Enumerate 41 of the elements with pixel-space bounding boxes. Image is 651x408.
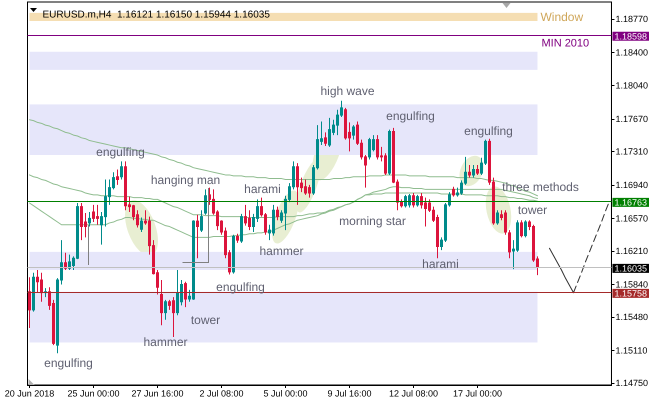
annotation: tower — [518, 203, 548, 217]
annotation: high wave — [320, 84, 375, 98]
y-tick-label: 1.15110 — [615, 346, 648, 356]
ref-line-label: 1.18598 — [614, 31, 648, 42]
annotation: tower — [190, 313, 220, 327]
ref-line-label: 1.16035 — [614, 263, 648, 274]
annotation: engulfing — [96, 145, 145, 159]
band-label: Window — [540, 10, 584, 24]
annotation: engulfing — [464, 124, 513, 138]
x-tick-label: 17 Jul 00:00 — [452, 388, 502, 398]
annotation: hammer — [259, 244, 304, 258]
x-tick-label: 9 Jul 16:00 — [327, 388, 372, 398]
y-tick-label: 1.14750 — [615, 378, 648, 388]
y-tick-label: 1.16940 — [615, 180, 648, 190]
x-tick-label: 2 Jul 08:00 — [199, 388, 244, 398]
annotation: MIN 2010 — [541, 37, 590, 50]
y-tick-label: 1.17670 — [615, 114, 648, 124]
annotation: hammer — [143, 335, 188, 349]
annotation: harami — [244, 182, 281, 196]
annotation: harami — [422, 257, 459, 271]
x-tick-label: 5 Jul 00:00 — [263, 388, 308, 398]
y-tick-label: 1.15480 — [615, 312, 648, 322]
x-tick-label: 12 Jul 08:00 — [388, 388, 438, 398]
annotation: morning star — [339, 214, 406, 228]
text: EURUSD.m,H4 1.16121 1.16150 1.15944 1.16035 — [42, 10, 270, 20]
x-tick-label: 27 Jun 16:00 — [131, 388, 184, 398]
y-tick-label: 1.18770 — [615, 14, 648, 24]
y-tick-label: 1.16570 — [615, 213, 648, 224]
x-tick-label: 25 Jun 00:00 — [67, 388, 120, 398]
y-tick-label: 1.18400 — [615, 48, 648, 58]
x-tick-label: 20 Jun 2018 — [4, 388, 54, 398]
annotation: engulfing — [216, 280, 265, 294]
annotation: engulfing — [386, 109, 435, 123]
ref-line-label: 1.16763 — [614, 197, 648, 208]
annotation: hanging man — [150, 173, 220, 187]
annotation: engulfing — [44, 356, 93, 370]
y-tick-label: 1.16210 — [615, 246, 648, 256]
ref-line-label: 1.15758 — [614, 288, 648, 298]
y-tick-label: 1.15840 — [615, 279, 648, 290]
y-tick-label: 1.17310 — [615, 146, 648, 156]
y-tick-label: 1.18040 — [615, 80, 648, 90]
